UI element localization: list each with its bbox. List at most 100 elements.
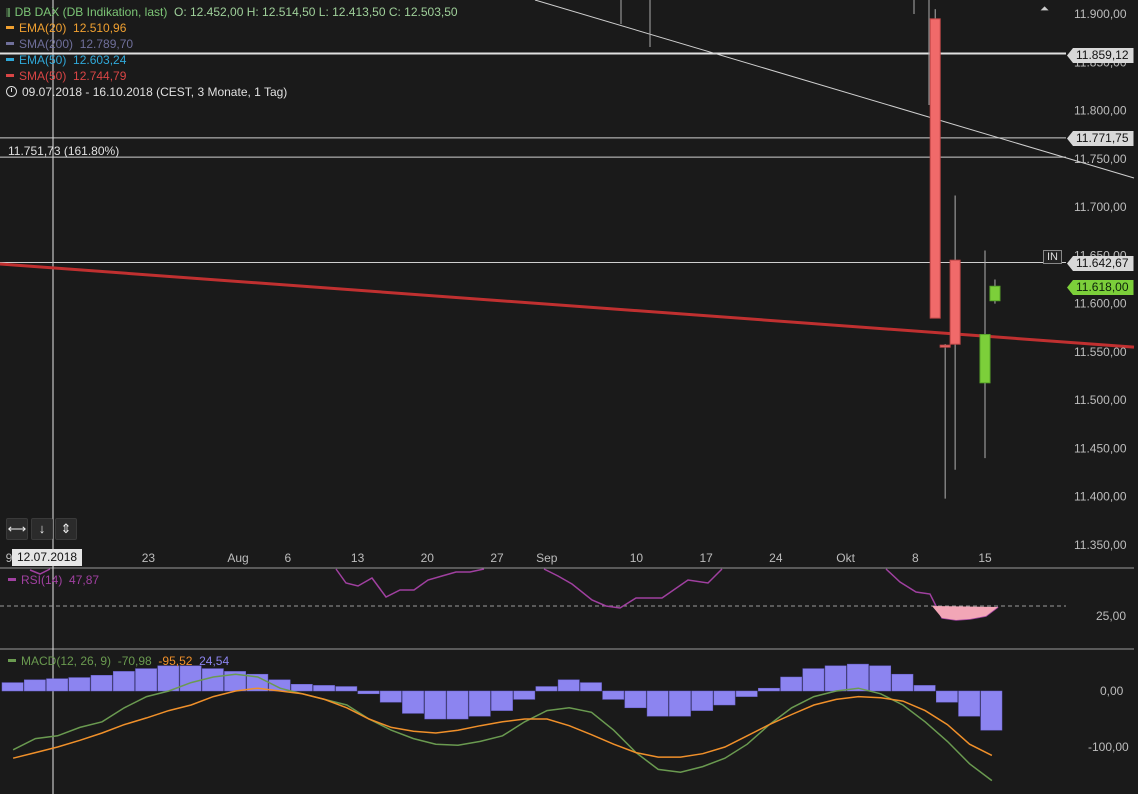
x-tick-label: 13: [351, 551, 365, 565]
signal-line: [12, 687, 993, 759]
price-tag-line1[interactable]: 11.859,12: [1067, 48, 1134, 63]
rsi-tick-label: 25,00: [1096, 609, 1126, 623]
candle-body: [939, 344, 951, 348]
macd-histogram-bar: [313, 685, 335, 692]
sma50-swatch: [6, 74, 14, 78]
candle-body: [929, 18, 941, 319]
macd-histogram-bar: [446, 690, 469, 720]
legend-ema50[interactable]: EMA(50) 12.603,24: [6, 52, 458, 68]
date-range-row[interactable]: 09.07.2018 - 16.10.2018 (CEST, 3 Monate,…: [6, 84, 458, 100]
macd-histogram-bar: [980, 690, 1003, 731]
y-tick-label: 11.750,00: [1074, 152, 1127, 166]
y-tick-label: 11.400,00: [1074, 490, 1127, 504]
macd-histogram-bar: [491, 690, 513, 711]
macd-legend[interactable]: MACD(12, 26, 9) -70,98 -95,52 24,54: [8, 654, 229, 668]
macd-histogram-bar: [891, 673, 914, 692]
macd-histogram-bar: [535, 686, 558, 692]
x-tick-label: 8: [912, 551, 919, 565]
clock-icon: [6, 86, 17, 98]
arrow-down-icon[interactable]: ↓: [31, 518, 53, 540]
x-tick-label: 24: [769, 551, 783, 565]
price-tag-last[interactable]: 11.618,00: [1067, 280, 1134, 295]
rsi-title: RSI(14): [21, 573, 63, 587]
y-tick-label: 11.350,00: [1074, 538, 1127, 552]
x-tick-label: Okt: [836, 551, 855, 565]
ema50-label: EMA(50): [19, 53, 67, 67]
macd-histogram-bar: [1, 682, 24, 692]
macd-tick-label: -100,00: [1088, 740, 1129, 754]
collapse-icon[interactable]: ⏶: [1040, 3, 1049, 15]
chart-legend: ⫼ DB DAX (DB Indikation, last) O: 12.452,…: [6, 4, 458, 100]
macd-histogram-bar: [713, 690, 736, 706]
x-tick-label: 20: [421, 551, 435, 565]
macd-histogram-bar: [691, 690, 714, 711]
macd-histogram-bar: [112, 671, 135, 692]
x-tick-label: Aug: [227, 551, 248, 565]
x-tick-label: 17: [699, 551, 713, 565]
x-tick-label: 23: [142, 551, 156, 565]
rsi-swatch: [8, 578, 16, 582]
rsi-line: [335, 568, 485, 598]
signal-value: -95,52: [158, 654, 193, 668]
macd-histogram-bar: [580, 682, 602, 692]
macd-histogram-bar: [357, 690, 380, 695]
fibonacci-label: 11.751,73 (161.80%): [8, 144, 120, 158]
legend-sma200[interactable]: SMA(200) 12.789,70: [6, 36, 458, 52]
legend-ema20[interactable]: EMA(20) 12.510,96: [6, 20, 458, 36]
x-tick-label: 15: [978, 551, 992, 565]
macd-histogram-bar: [869, 665, 892, 692]
sma50-label: SMA(50): [19, 69, 67, 83]
rsi-line: [543, 568, 723, 609]
x-tick-label: Sep: [536, 551, 558, 565]
ema20-value: 12.510,96: [73, 21, 127, 35]
x-tick-label: 10: [630, 551, 644, 565]
macd-histogram-bar: [290, 684, 313, 692]
macd-histogram-bar: [335, 686, 358, 692]
candle-body: [979, 334, 991, 384]
macd-histogram-bar: [936, 690, 958, 703]
sma200-swatch: [6, 42, 14, 46]
macd-histogram-bar: [913, 685, 936, 692]
instrument-header[interactable]: ⫼ DB DAX (DB Indikation, last) O: 12.452,…: [6, 4, 458, 20]
date-range: 09.07.2018 - 16.10.2018 (CEST, 3 Monate,…: [22, 85, 288, 99]
legend-sma50[interactable]: SMA(50) 12.744,79: [6, 68, 458, 84]
y-tick-label: 11.500,00: [1074, 393, 1127, 407]
macd-histogram-bar: [68, 677, 91, 692]
rsi-legend[interactable]: RSI(14) 47,87: [8, 573, 99, 587]
y-tick-label: 11.700,00: [1074, 200, 1127, 214]
macd-histogram-bar: [179, 665, 202, 692]
sma200-label: SMA(200): [19, 37, 74, 51]
macd-histogram-bar: [669, 690, 691, 717]
y-tick-label: 11.900,00: [1074, 7, 1127, 21]
x-tick-label: 9: [6, 551, 13, 565]
expand-vertical-icon[interactable]: ⇕: [55, 518, 77, 540]
macd-histogram-bar: [46, 678, 68, 692]
macd-histogram-bar: [602, 690, 625, 700]
y-tick-label: 11.450,00: [1074, 441, 1127, 455]
x-tick-label: 27: [490, 551, 504, 565]
macd-swatch: [8, 659, 16, 663]
macd-histogram-bar: [646, 690, 669, 717]
macd-histogram-bar: [624, 690, 647, 709]
instrument-title[interactable]: DB DAX (DB Indikation, last): [14, 5, 168, 19]
rsi-line: [29, 568, 51, 575]
macd-value: -70,98: [117, 654, 152, 668]
macd-tick-label: 0,00: [1100, 684, 1124, 698]
macd-title: MACD(12, 26, 9): [21, 654, 112, 668]
rsi-oversold-fill: [932, 606, 998, 620]
macd-histogram-bar: [758, 687, 780, 692]
price-tag-line2[interactable]: 11.771,75: [1067, 131, 1134, 146]
in-marker[interactable]: IN: [1043, 250, 1062, 264]
macd-histogram-bar: [958, 690, 981, 717]
sma50-value: 12.744,79: [73, 69, 127, 83]
macd-histogram-bar: [780, 676, 803, 692]
macd-line: [12, 673, 993, 782]
candle-body: [949, 259, 961, 345]
macd-histogram-bar: [402, 690, 424, 714]
pan-horizontal-icon[interactable]: ⟷: [6, 518, 28, 540]
macd-histogram-bar: [557, 679, 580, 692]
macd-histogram-bar: [802, 668, 825, 692]
macd-histogram-bar: [847, 663, 869, 692]
price-tag-line3[interactable]: 11.642,67: [1067, 256, 1134, 271]
